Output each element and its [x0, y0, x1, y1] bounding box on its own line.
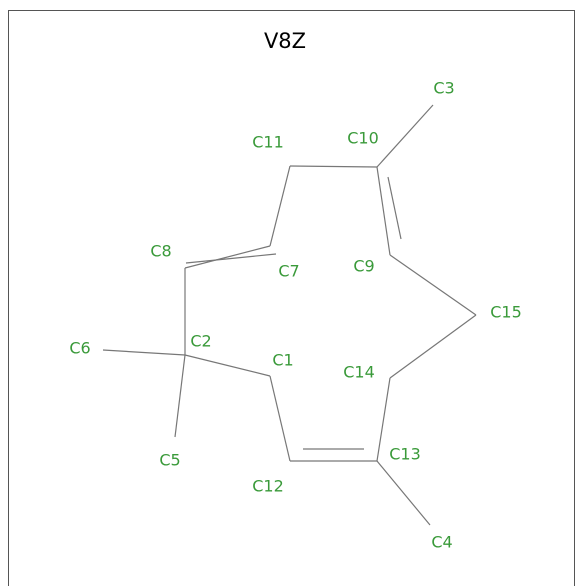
atom-label: C1: [272, 351, 293, 370]
atom-label: C3: [433, 79, 454, 98]
bond: [269, 165, 291, 247]
bond: [185, 253, 277, 264]
bond: [102, 349, 186, 356]
atom-label: C11: [252, 133, 284, 152]
bond: [376, 104, 434, 168]
atom-label: C15: [490, 303, 522, 322]
bond: [376, 460, 431, 526]
atom-label: C6: [69, 339, 90, 358]
atom-label: C5: [159, 451, 180, 470]
bond: [184, 245, 271, 269]
bond: [289, 165, 378, 168]
atom-labels: C3 C10 C11 C8 C7 C9 C15 C6 C2 C1 C14 C13…: [69, 79, 521, 552]
bond: [389, 314, 477, 379]
atom-label: C7: [278, 262, 299, 281]
atom-label: C12: [252, 477, 284, 496]
atom-label: C13: [389, 445, 421, 464]
bond: [269, 375, 291, 462]
frame: [8, 10, 575, 586]
atom-label: C14: [343, 363, 375, 382]
atom-label: C8: [150, 242, 171, 261]
bond: [376, 166, 391, 256]
atom-label: C4: [431, 533, 452, 552]
bond: [376, 377, 391, 462]
bond: [184, 354, 271, 377]
title: V8Z: [264, 29, 306, 53]
atom-label: C9: [353, 257, 374, 276]
bond: [387, 176, 402, 240]
bonds: [102, 104, 477, 526]
atom-label: C2: [190, 332, 211, 351]
bond: [389, 254, 477, 316]
bond: [174, 354, 186, 438]
atom-label: C10: [347, 129, 379, 148]
